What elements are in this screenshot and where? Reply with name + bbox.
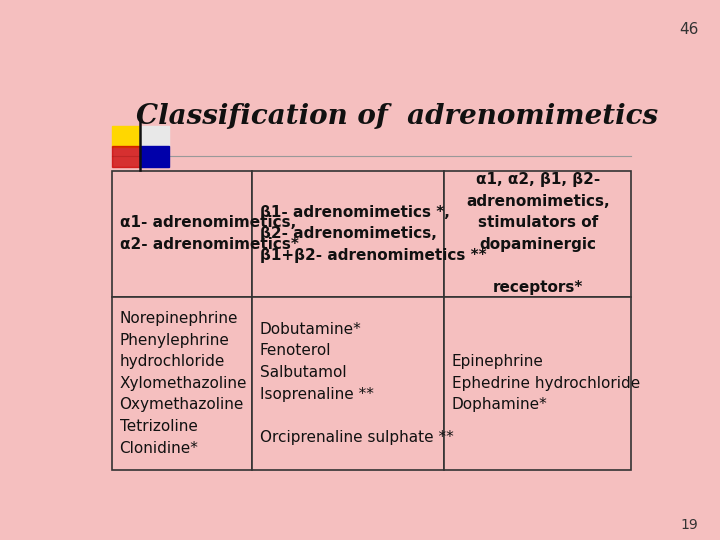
Text: 46: 46: [679, 22, 698, 37]
Text: Dobutamine*
Fenoterol
Salbutamol
Isoprenaline **

Orciprenaline sulphate **: Dobutamine* Fenoterol Salbutamol Isopren…: [260, 322, 454, 445]
Text: 19: 19: [680, 518, 698, 532]
Bar: [253, 171, 444, 296]
Bar: [112, 126, 140, 147]
Bar: [112, 296, 253, 470]
Bar: [253, 296, 444, 470]
Bar: [444, 296, 631, 470]
Text: Epinephrine
Ephedrine hydrochloride
Dophamine*: Epinephrine Ephedrine hydrochloride Doph…: [451, 354, 640, 413]
Bar: [112, 171, 253, 296]
Text: α1- adrenomimetics,
α2- adrenomimetics*: α1- adrenomimetics, α2- adrenomimetics*: [120, 215, 299, 252]
Bar: [140, 126, 168, 147]
Text: α1, α2, β1, β2-
adrenomimetics,
stimulators of
dopaminergic

receptors*: α1, α2, β1, β2- adrenomimetics, stimulat…: [466, 172, 610, 295]
Bar: [444, 171, 631, 296]
Text: β1- adrenomimetics *,
β2- adrenomimetics,
β1+β2- adrenomimetics **: β1- adrenomimetics *, β2- adrenomimetics…: [260, 205, 486, 263]
Text: Classification of  adrenomimetics: Classification of adrenomimetics: [136, 103, 658, 130]
Text: Norepinephrine
Phenylephrine
hydrochloride
Xylomethazoline
Oxymethazoline
Tetriz: Norepinephrine Phenylephrine hydrochlori…: [120, 311, 247, 456]
Bar: [140, 146, 168, 167]
Bar: [112, 146, 140, 167]
